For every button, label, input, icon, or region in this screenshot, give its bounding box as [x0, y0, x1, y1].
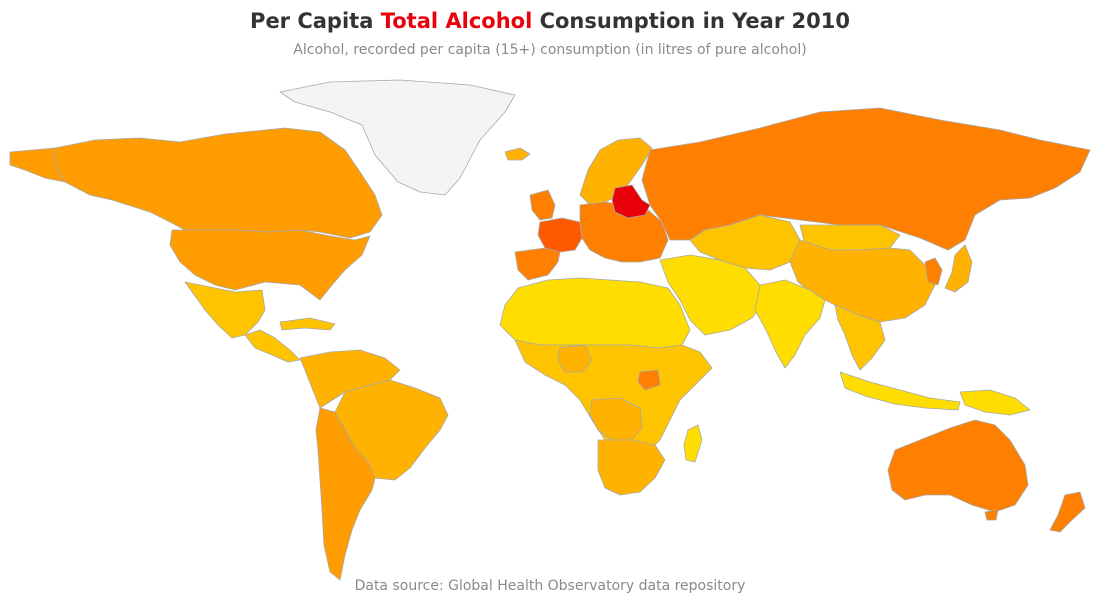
map-subtitle: Alcohol, recorded per capita (15+) consu…: [293, 42, 807, 58]
region-japan[interactable]: [944, 244, 973, 293]
map-title: Per Capita Total Alcohol Consumption in …: [0, 9, 1100, 33]
region-british-isles[interactable]: [529, 189, 556, 221]
region-central-america[interactable]: [244, 329, 301, 363]
title-prefix: Per Capita: [250, 9, 381, 33]
region-france[interactable]: [537, 217, 583, 253]
region-australia[interactable]: [887, 419, 1029, 513]
region-uganda[interactable]: [637, 369, 661, 391]
region-korea[interactable]: [924, 257, 943, 286]
region-greenland[interactable]: [279, 79, 516, 196]
region-alaska[interactable]: [9, 147, 66, 183]
region-north-africa[interactable]: [499, 277, 691, 349]
region-russia[interactable]: [641, 107, 1091, 251]
title-suffix: Consumption in Year 2010: [532, 9, 850, 33]
region-iceland[interactable]: [504, 147, 531, 161]
data-source-note: Data source: Global Health Observatory d…: [354, 578, 746, 594]
region-new-guinea[interactable]: [959, 389, 1031, 416]
region-india[interactable]: [754, 279, 826, 369]
region-belarus-baltics[interactable]: [611, 184, 651, 219]
region-canada[interactable]: [54, 127, 383, 239]
region-nigeria[interactable]: [557, 344, 593, 373]
region-mexico[interactable]: [184, 281, 266, 339]
region-madagascar[interactable]: [683, 424, 703, 463]
region-united-states[interactable]: [169, 229, 371, 301]
region-tasmania[interactable]: [984, 509, 999, 521]
region-southeast-asia[interactable]: [834, 304, 886, 371]
region-indonesia[interactable]: [839, 371, 961, 411]
region-caribbean[interactable]: [279, 317, 336, 331]
region-new-zealand[interactable]: [1049, 491, 1086, 533]
region-argentina-chile[interactable]: [315, 407, 376, 581]
region-southern-africa[interactable]: [597, 439, 666, 496]
region-iberia[interactable]: [514, 247, 561, 281]
title-highlight: Total Alcohol: [380, 9, 533, 33]
